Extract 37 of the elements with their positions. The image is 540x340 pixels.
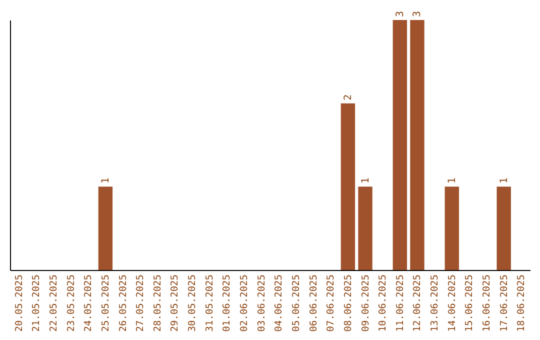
- x-tick-label: 18.06.2025: [516, 274, 528, 332]
- data-label: 1: [360, 178, 372, 184]
- data-label: 3: [412, 10, 424, 17]
- data-label: 1: [498, 178, 510, 184]
- x-tick-label: 09.06.2025: [360, 274, 372, 332]
- x-tick-label: 21.05.2025: [31, 274, 42, 332]
- x-tick-label: 02.06.2025: [239, 274, 250, 332]
- x-tick-label: 04.06.2025: [274, 274, 285, 332]
- x-tick-label: 31.05.2025: [204, 274, 216, 332]
- data-label: 1: [446, 178, 458, 184]
- x-tick-label: 29.05.2025: [170, 274, 181, 332]
- x-tick-label: 28.05.2025: [152, 274, 164, 332]
- x-tick-label: 05.06.2025: [290, 274, 302, 332]
- x-tick-label: 07.06.2025: [326, 274, 337, 332]
- x-tick-label: 30.05.2025: [187, 274, 198, 332]
- x-tick-label: 15.06.2025: [464, 274, 476, 332]
- x-tick-label: 10.06.2025: [378, 274, 389, 332]
- x-tick-label: 08.06.2025: [342, 274, 354, 332]
- x-tick-label: 03.06.2025: [256, 274, 268, 332]
- data-label: 3: [394, 10, 406, 17]
- x-tick-label: 27.05.2025: [135, 274, 146, 332]
- x-tick-label: 06.06.2025: [308, 274, 320, 332]
- x-tick-label: 25.05.2025: [100, 274, 112, 332]
- x-tick-label: 16.06.2025: [482, 274, 493, 332]
- x-tick-label: 11.06.2025: [394, 274, 406, 332]
- x-tick-label: 12.06.2025: [412, 274, 424, 332]
- data-label: 2: [342, 94, 354, 100]
- x-tick-label: 22.05.2025: [48, 274, 60, 332]
- x-tick-label: 17.06.2025: [498, 274, 510, 332]
- x-tick-label: 20.05.2025: [14, 274, 25, 332]
- x-tick-label: 13.06.2025: [430, 274, 441, 332]
- data-label: 1: [100, 178, 112, 184]
- x-tick-label: 23.05.2025: [66, 274, 77, 332]
- x-tick-label: 01.06.2025: [222, 274, 233, 332]
- x-tick-label: 26.05.2025: [118, 274, 129, 332]
- x-tick-label: 14.06.2025: [446, 274, 458, 332]
- x-tick-label: 24.05.2025: [83, 274, 94, 332]
